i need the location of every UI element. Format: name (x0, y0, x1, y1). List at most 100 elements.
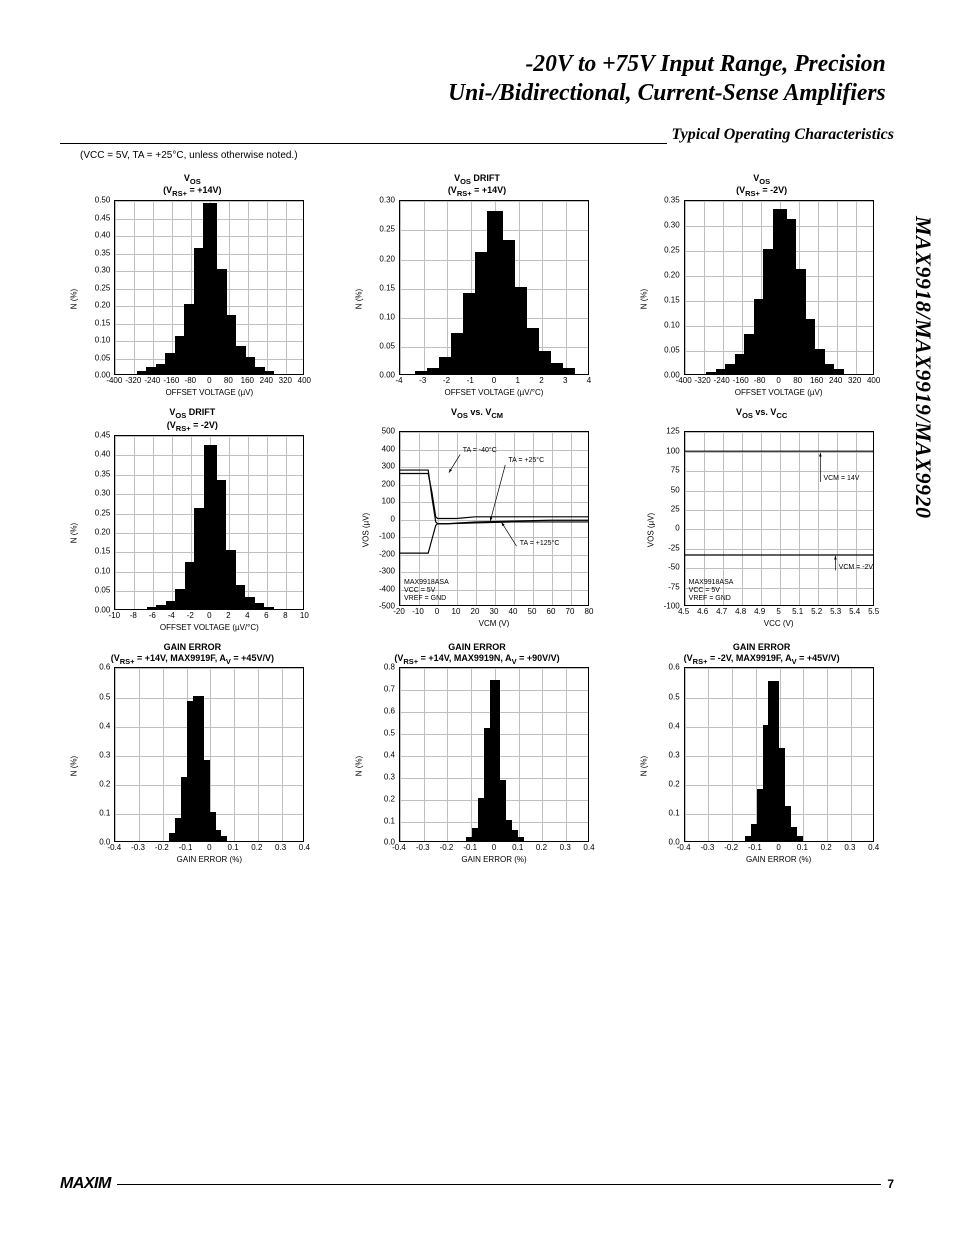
y-tick: 0.3 (384, 772, 395, 781)
x-tick: 6 (264, 611, 268, 620)
grid-line (447, 201, 448, 374)
chart-c8: GAIN ERROR(VRS+ = +14V, MAX9919N, AV = +… (345, 642, 610, 865)
chart-c6: VOS vs. VCCVOS (µV)-100-75-50-2502550751… (629, 407, 894, 632)
y-tick: 0.30 (95, 489, 111, 498)
histogram-bar (260, 371, 274, 375)
grid-line (134, 436, 135, 609)
grid-line (827, 668, 828, 841)
x-tick: 0 (207, 611, 211, 620)
grid-line (471, 668, 472, 841)
grid-line (115, 756, 303, 757)
chart-c4: VOS DRIFT(VRS+ = -2V)N (%)0.000.050.100.… (60, 407, 325, 632)
x-tick: 0.2 (821, 843, 832, 852)
grid-line (851, 668, 852, 841)
plot-area: MAX9918 toc03 (684, 200, 874, 375)
grid-line (519, 668, 520, 841)
x-tick: -320 (695, 376, 711, 385)
x-tick: 0 (492, 376, 496, 385)
y-tick: 0.20 (95, 301, 111, 310)
page-footer: MAXIM 7 (60, 1175, 894, 1193)
x-tick: -0.1 (463, 843, 477, 852)
test-conditions: (VCC = 5V, TA = +25°C, unless otherwise … (80, 150, 894, 161)
y-tick: 0.20 (95, 528, 111, 537)
x-tick: 0.1 (512, 843, 523, 852)
chart-corner-text: MAX9918ASAVCC = 5VVREF = GND (404, 579, 449, 602)
y-tick: 0.30 (664, 221, 680, 230)
x-tick: 4.5 (678, 607, 689, 616)
x-tick: 0.4 (299, 843, 310, 852)
x-tick: -2 (443, 376, 450, 385)
y-tick: 500 (382, 427, 395, 436)
y-tick: 0.20 (664, 271, 680, 280)
plot-area: MAX9918 toc05TA = -40°CTA = +25°CTA = +1… (399, 431, 589, 606)
x-axis-label: OFFSET VOLTAGE (µV) (114, 388, 304, 397)
x-tick: 160 (810, 376, 823, 385)
arrowhead-icon (502, 522, 505, 526)
grid-line (115, 727, 303, 728)
grid-line (723, 201, 724, 374)
datasheet-page: -20V to +75V Input Range, Precision Uni-… (0, 0, 954, 1235)
histogram-bar (514, 837, 524, 841)
grid-line (837, 201, 838, 374)
x-tick: 0 (207, 843, 211, 852)
x-tick: 240 (260, 376, 273, 385)
x-tick: -1 (467, 376, 474, 385)
x-tick: 60 (547, 607, 556, 616)
y-tick: 0.50 (95, 196, 111, 205)
x-tick: -0.2 (440, 843, 454, 852)
y-tick: 0.45 (95, 430, 111, 439)
x-tick: 400 (298, 376, 311, 385)
x-tick: -6 (149, 611, 156, 620)
x-axis-label: VCC (V) (684, 619, 874, 628)
grid-line (286, 201, 287, 374)
x-axis-label: OFFSET VOLTAGE (µV) (684, 388, 874, 397)
y-tick: 0.6 (99, 663, 110, 672)
x-ticks: -20-1001020304050607080 (399, 606, 589, 618)
x-tick: -0.2 (155, 843, 169, 852)
x-tick: -80 (185, 376, 197, 385)
section-heading-row: Typical Operating Characteristics (60, 126, 894, 144)
grid-line (267, 201, 268, 374)
grid-line (447, 668, 448, 841)
chart-frame: N (%)0.00.10.20.30.40.50.6MAX9918 toc07-… (72, 667, 312, 864)
y-tick: 0.45 (95, 213, 111, 222)
charts-grid: VOS(VRS+ = +14V)N (%)0.000.050.100.150.2… (60, 173, 894, 865)
annotation-label: TA = -40°C (463, 447, 497, 455)
x-ticks: 4.54.64.74.84.955.15.25.35.45.5 (684, 606, 874, 618)
y-tick: 200 (382, 479, 395, 488)
x-tick: -4 (168, 611, 175, 620)
y-tick: 100 (382, 497, 395, 506)
y-tick: 0.35 (664, 196, 680, 205)
x-axis-label: GAIN ERROR (%) (399, 855, 589, 864)
y-tick: 0.15 (379, 283, 395, 292)
chart-c9: GAIN ERROR(VRS+ = -2V, MAX9919F, AV = +4… (629, 642, 894, 865)
x-tick: 70 (566, 607, 575, 616)
y-ticks: 0.00.10.20.30.40.50.6 (642, 667, 682, 842)
grid-line (400, 668, 588, 669)
histogram-bar (558, 368, 575, 374)
y-ticks: -100-75-50-250255075100125 (642, 431, 682, 606)
y-tick: 75 (671, 466, 680, 475)
grid-line (566, 201, 567, 374)
y-tick: 0.1 (384, 816, 395, 825)
grid-line (400, 201, 401, 374)
chart-c5: VOS vs. VCMVOS (µV)-500-400-300-200-1000… (345, 407, 610, 632)
y-tick: 0.15 (95, 318, 111, 327)
x-tick: 0.3 (275, 843, 286, 852)
grid-line (685, 668, 873, 669)
arrowhead-icon (819, 453, 822, 457)
y-ticks: 0.00.10.20.30.40.50.6 (72, 667, 112, 842)
data-series (400, 474, 588, 519)
chart-title: VOS(VRS+ = -2V) (629, 173, 894, 199)
y-tick: 0.05 (379, 342, 395, 351)
chart-c2: VOS DRIFT(VRS+ = +14V)N (%)0.000.050.100… (345, 173, 610, 398)
x-tick: -4 (395, 376, 402, 385)
x-axis-label: OFFSET VOLTAGE (µV/°C) (114, 623, 304, 632)
grid-line (803, 668, 804, 841)
plot-area: MAX9918 toc06VCM = 14VVCM = -2VMAX9918AS… (684, 431, 874, 606)
grid-line (115, 668, 303, 669)
grid-line (172, 201, 173, 374)
x-axis-label: OFFSET VOLTAGE (µV/°C) (399, 388, 589, 397)
grid-line (708, 668, 709, 841)
x-tick: 5.2 (811, 607, 822, 616)
